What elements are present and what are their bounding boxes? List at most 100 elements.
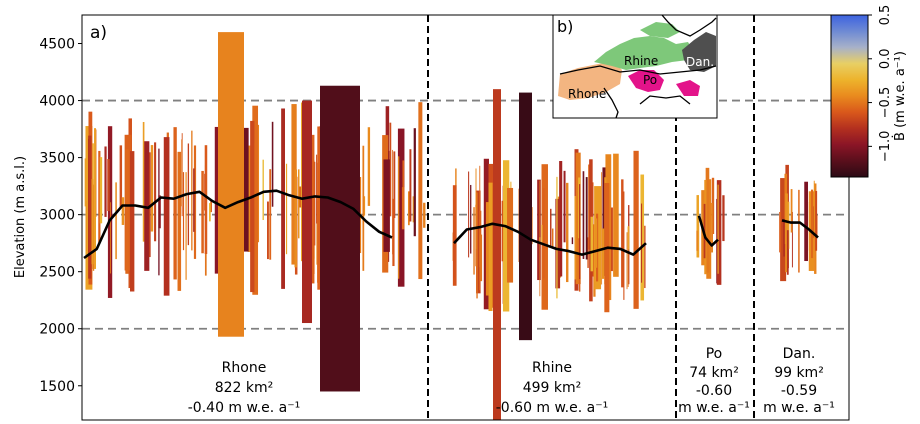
glacier-bar — [610, 207, 613, 272]
glacier-bar — [705, 167, 710, 273]
danube-name: Dan. — [783, 346, 816, 362]
glacier-bar — [555, 198, 561, 289]
glacier-bar — [191, 130, 193, 251]
glacier-bar — [566, 182, 569, 283]
rhone-mb: -0.40 m w.e. a⁻¹ — [188, 400, 300, 416]
median-line-rhone — [83, 189, 393, 260]
glacier-bar — [393, 151, 396, 219]
glacier-bar — [214, 126, 220, 274]
glacier-bar — [409, 149, 412, 222]
glacier-bar — [177, 151, 182, 291]
glacier-bar — [271, 121, 274, 207]
glacier-bar — [641, 203, 643, 283]
map-border-2 — [603, 87, 619, 119]
glacier-bar — [281, 108, 285, 289]
glacier-bar — [316, 200, 318, 265]
glacier-bar — [401, 187, 405, 230]
glacier-bar — [218, 32, 244, 337]
glacier-bar — [783, 218, 785, 257]
basin-annotation-rhine: Rhine 499 km² -0.60 m w.e. a⁻¹ — [496, 360, 608, 416]
median-line-rhine — [453, 222, 647, 256]
glacier-bar — [125, 149, 129, 274]
glacier-bar — [633, 150, 639, 309]
colorbar-gradient — [830, 14, 869, 178]
y-ticks: 1500 2000 2500 3000 3500 4000 4500 — [39, 37, 82, 395]
glacier-bar — [85, 201, 87, 252]
y-axis-label: Elevation (m a.s.l.) — [13, 156, 28, 278]
glacier-bar — [552, 228, 554, 249]
glacier-bar — [644, 225, 646, 289]
glacier-bar — [392, 198, 395, 267]
glacier-bar — [209, 203, 211, 222]
glacier-bar — [541, 164, 548, 310]
glacier-bars — [84, 32, 818, 420]
po-mb-unit: m w.e. a⁻¹ — [678, 400, 750, 416]
glacier-bar — [84, 158, 87, 207]
glacier-bar — [785, 193, 788, 273]
glacier-bar — [621, 179, 624, 288]
glacier-bar — [110, 202, 111, 274]
rhine-area: 499 km² — [523, 380, 582, 396]
map-border-1 — [559, 65, 717, 75]
glacier-bar — [780, 178, 787, 282]
y-tick-label: 3500 — [39, 151, 75, 167]
rhine-region — [594, 36, 694, 70]
glacier-bar — [468, 171, 470, 258]
glacier-bar — [397, 128, 405, 287]
glacier-bar — [722, 195, 725, 242]
basin-annotation-danube: Dan. 99 km² -0.59 m w.e. a⁻¹ — [763, 346, 835, 416]
glacier-bar — [696, 195, 699, 258]
glacier-bar — [585, 177, 588, 260]
glacier-bar — [475, 168, 477, 250]
y-tick-label: 2500 — [39, 265, 75, 281]
glacier-bar — [91, 178, 94, 265]
glacier-bar — [320, 85, 360, 392]
glacier-bar — [507, 187, 514, 283]
glacier-bar — [696, 230, 699, 251]
rhone-name: Rhone — [222, 360, 267, 376]
map-border-3 — [661, 14, 717, 37]
glacier-bar — [579, 184, 581, 280]
glacier-bar — [717, 184, 719, 274]
glacier-bar — [129, 151, 135, 292]
glacier-bar — [257, 124, 260, 243]
glacier-bar — [786, 230, 789, 275]
glacier-bar — [252, 105, 259, 295]
glacier-bar — [121, 197, 125, 225]
glacier-bar — [142, 122, 145, 242]
po-region-east — [676, 80, 700, 96]
glacier-bar — [107, 159, 110, 212]
glacier-bar — [601, 228, 605, 279]
glacier-bar — [407, 191, 410, 226]
glacier-bar — [412, 196, 415, 223]
glacier-bar — [154, 142, 157, 242]
danube-region — [682, 32, 716, 72]
glacier-bar — [181, 139, 183, 207]
panel-a-label: a) — [90, 23, 107, 43]
glacier-bar — [588, 164, 590, 250]
inset-panel-label: b) — [557, 17, 573, 36]
y-tick-label: 1500 — [39, 379, 75, 395]
glacier-bar — [185, 172, 187, 280]
glacier-bar — [711, 177, 715, 234]
glacier-bar — [623, 191, 625, 300]
glacier-bar — [158, 148, 160, 276]
colorbar-tick-label: −0.5 — [878, 87, 893, 119]
glacier-bar — [541, 224, 544, 243]
rhine-mb: -0.60 m w.e. a⁻¹ — [496, 400, 608, 416]
map-label-rhine: Rhine — [624, 54, 658, 68]
glacier-bar — [595, 218, 598, 268]
glacier-bar — [402, 160, 405, 212]
glacier-bar — [563, 170, 566, 243]
glacier-bar — [193, 168, 195, 232]
glacier-bar — [193, 145, 197, 259]
glacier-bar — [243, 127, 249, 252]
po-area: 74 km² — [689, 365, 739, 381]
glacier-bar — [640, 174, 645, 301]
glacier-bar — [626, 232, 628, 290]
rhine-region-north — [640, 22, 680, 38]
glacier-bar — [590, 216, 594, 272]
glacier-bar — [791, 211, 793, 268]
glacier-bar — [711, 202, 713, 253]
colorbar: 0.5 0.0 −0.5 −1.0 Ḃ (m w.e. a⁻¹) — [830, 5, 908, 178]
